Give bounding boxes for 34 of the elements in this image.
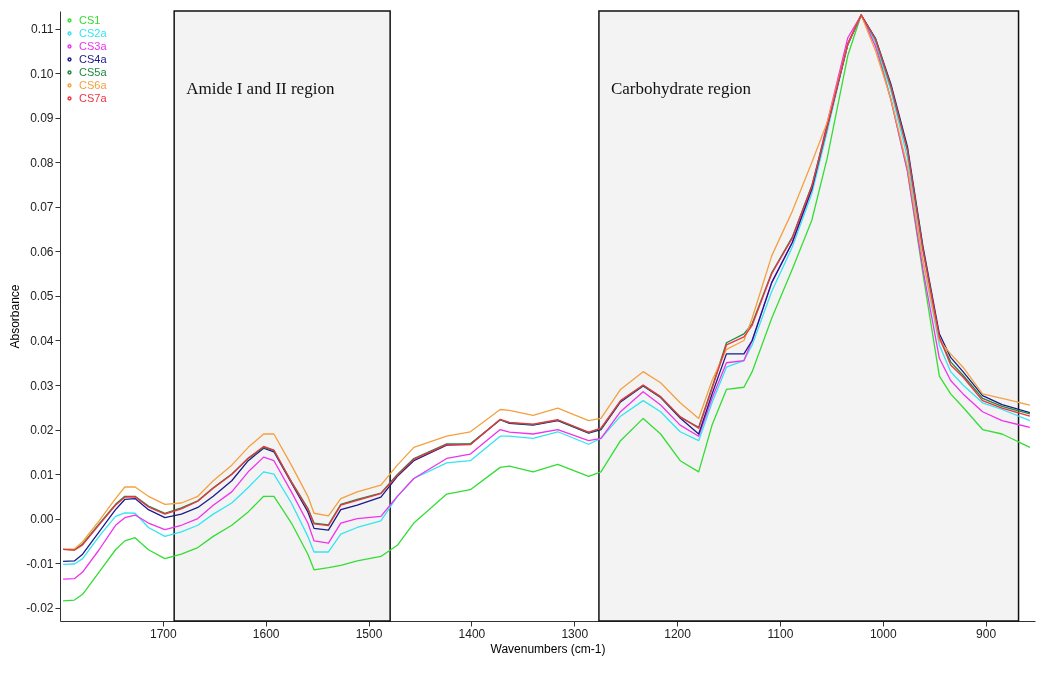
y-tick-label: -0.02 [26, 601, 54, 616]
y-tick-label: -0.01 [26, 556, 54, 571]
legend-label: CS7a [79, 91, 108, 104]
x-tick-label: 1100 [767, 626, 794, 641]
y-tick-label: 0.00 [30, 512, 54, 527]
x-tick-label: 1600 [252, 626, 280, 641]
legend-label: CS4a [79, 52, 108, 65]
y-tick-label: 0.06 [30, 244, 54, 259]
x-tick-label: 1500 [355, 626, 383, 641]
x-tick-label: 1200 [664, 626, 692, 641]
x-tick-label: 1700 [150, 626, 178, 641]
y-tick-label: 0.04 [30, 333, 54, 348]
y-tick-label: 0.02 [30, 423, 54, 438]
y-tick-label: 0.10 [30, 66, 54, 81]
y-tick-label: 0.03 [30, 378, 54, 393]
y-axis-title: Absorbance [8, 284, 23, 349]
band-label: Amide I and II region [186, 79, 335, 98]
y-tick-label: 0.11 [31, 22, 54, 37]
y-tick-label: 0.09 [30, 111, 54, 126]
y-tick-label: 0.01 [30, 467, 54, 482]
x-axis-title: Wavenumbers (cm-1) [490, 641, 606, 656]
legend-label: CS1 [79, 13, 101, 26]
legend-label: CS3a [79, 39, 108, 52]
x-tick-label: 1400 [458, 626, 486, 641]
band-label: Carbohydrate region [610, 79, 752, 98]
x-tick-label: 1300 [561, 626, 589, 641]
x-tick-label: 1000 [869, 626, 897, 641]
legend-label: CS2a [79, 26, 108, 39]
legend-label: CS5a [79, 65, 108, 78]
y-tick-label: 0.05 [30, 289, 54, 304]
legend-label: CS6a [79, 78, 108, 91]
y-tick-label: 0.07 [30, 200, 54, 215]
y-tick-label: 0.08 [30, 155, 54, 170]
x-tick-label: 900 [976, 626, 997, 641]
